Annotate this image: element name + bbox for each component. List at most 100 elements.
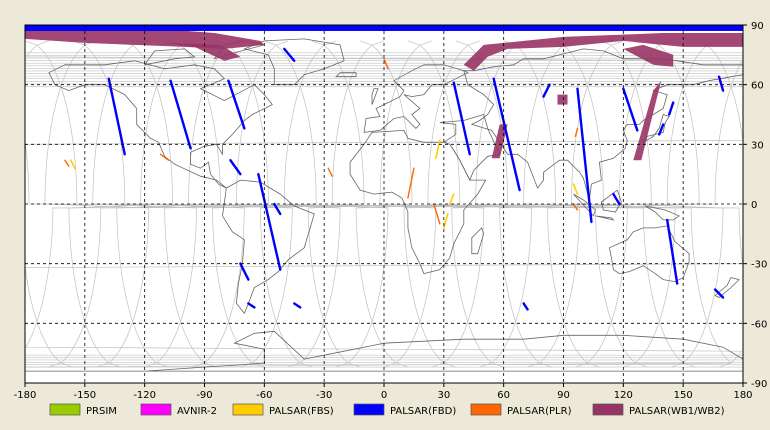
palsar-fbs-strip bbox=[70, 159, 76, 169]
legend-label-palsar_wb: PALSAR(WB1/WB2) bbox=[629, 406, 725, 417]
palsar-wb-swath bbox=[491, 124, 508, 159]
y-tick-label: -90 bbox=[751, 379, 767, 390]
coastline bbox=[349, 129, 487, 275]
orbit-track bbox=[116, 40, 221, 368]
palsar-fbd-strip bbox=[542, 83, 551, 98]
palsar-fbd-strip bbox=[452, 81, 471, 156]
legend-swatch-palsar_fbd bbox=[353, 403, 385, 416]
palsar-plr-strip bbox=[64, 159, 70, 167]
palsar-wb-swath bbox=[623, 44, 674, 67]
legend-label-prism: PRSIM bbox=[86, 406, 117, 417]
orbit-track bbox=[68, 40, 173, 368]
palsar-fbd-strip bbox=[227, 79, 246, 130]
orbit-track bbox=[25, 40, 744, 368]
palsar-fbd-strip bbox=[257, 172, 282, 271]
palsar-fbd-strip bbox=[273, 202, 282, 216]
palsar-fbd-strip bbox=[239, 262, 250, 281]
palsar-wb-swath bbox=[633, 80, 662, 161]
longitude-axis: -180 -150 -120 -90 -60 -30 0 30 60 90 120 150 180 bbox=[14, 383, 753, 401]
legend: PRSIM AVNIR-2 PALSAR(FBS) PALSAR(FBD) PALSAR… bbox=[49, 403, 725, 417]
x-tick-label: -30 bbox=[316, 390, 332, 401]
x-tick-label: 30 bbox=[437, 390, 450, 401]
coastline bbox=[642, 113, 670, 143]
orbit-track bbox=[260, 40, 365, 368]
coastline bbox=[573, 193, 596, 217]
x-tick-label: -60 bbox=[256, 390, 272, 401]
legend-label-avnir2: AVNIR-2 bbox=[177, 406, 217, 417]
palsar-fbd-strip bbox=[668, 101, 675, 116]
palsar-fbd-strip bbox=[622, 87, 639, 132]
latitude-axis: 90 60 30 0 -30 -60 -90 bbox=[743, 21, 767, 390]
coastline bbox=[714, 277, 740, 298]
palsar-plr-strip bbox=[572, 203, 579, 211]
palsar-plr-strip bbox=[383, 58, 389, 70]
palsar-fbd-strip bbox=[612, 192, 621, 206]
y-tick-label: 30 bbox=[751, 140, 764, 151]
palsar-plr-strip bbox=[574, 127, 579, 138]
legend-swatch-prism bbox=[49, 403, 81, 416]
x-tick-label: 60 bbox=[497, 390, 510, 401]
palsar-wb-swath bbox=[557, 94, 568, 105]
legend-swatch-palsar_wb bbox=[592, 403, 624, 416]
x-tick-label: 180 bbox=[733, 390, 752, 401]
legend-swatch-palsar_plr bbox=[470, 403, 502, 416]
palsar-fbs-strip bbox=[443, 213, 449, 229]
palsar-fbd-strip bbox=[576, 87, 593, 224]
x-tick-label: -90 bbox=[196, 390, 212, 401]
coastline bbox=[471, 227, 485, 255]
coastline bbox=[645, 205, 681, 221]
x-tick-label: -150 bbox=[73, 390, 96, 401]
palsar-fbd-strip bbox=[293, 302, 302, 309]
palsar-fbd-strip bbox=[658, 123, 665, 136]
coastline bbox=[143, 48, 196, 66]
coastline bbox=[243, 38, 345, 86]
coastline bbox=[48, 60, 273, 189]
palsar-fbd-strip bbox=[666, 218, 679, 285]
coastline bbox=[595, 215, 615, 221]
y-tick-label: -60 bbox=[751, 319, 767, 330]
legend-label-palsar_plr: PALSAR(PLR) bbox=[507, 406, 572, 417]
x-tick-label: 0 bbox=[381, 390, 387, 401]
y-tick-label: 0 bbox=[751, 200, 757, 211]
coastline bbox=[463, 48, 744, 201]
coastline bbox=[222, 179, 315, 315]
palsar-wb-swath bbox=[164, 42, 241, 61]
legend-swatch-palsar_fbs bbox=[232, 403, 264, 416]
legend-label-palsar_fbd: PALSAR(FBD) bbox=[390, 406, 456, 417]
palsar-plr-strips bbox=[64, 58, 579, 225]
x-tick-label: 90 bbox=[557, 390, 570, 401]
palsar-wb-swath bbox=[463, 33, 743, 71]
palsar-fbd-strip bbox=[247, 302, 256, 309]
x-tick-label: -180 bbox=[14, 390, 37, 401]
palsar-fbd-strip bbox=[107, 77, 126, 156]
palsar-plr-strip bbox=[433, 203, 441, 225]
palsar-fbd-strip bbox=[713, 288, 725, 299]
palsar-fbd-strip bbox=[492, 77, 521, 192]
coastline bbox=[371, 88, 379, 105]
palsar-fbs-strip bbox=[572, 183, 579, 195]
coastline bbox=[600, 189, 622, 213]
legend-swatch-avnir2 bbox=[140, 403, 172, 416]
palsar-fbd-strip bbox=[522, 302, 529, 311]
palsar-fbs-strip bbox=[449, 193, 455, 205]
palsar-fbd-strip bbox=[229, 159, 242, 176]
y-tick-label: 60 bbox=[751, 81, 764, 92]
palsar-fbs-strips bbox=[70, 139, 579, 229]
x-tick-label: -120 bbox=[133, 390, 156, 401]
x-tick-label: 150 bbox=[674, 390, 693, 401]
coastline bbox=[363, 64, 469, 133]
x-tick-label: 120 bbox=[614, 390, 633, 401]
orbit-track bbox=[212, 40, 317, 368]
palsar-fbd-strip bbox=[717, 75, 725, 92]
palsar-fbs-strip bbox=[435, 139, 441, 160]
palsar-plr-strip bbox=[407, 167, 415, 199]
y-tick-label: 90 bbox=[751, 21, 764, 32]
palsar-fbd-strip bbox=[283, 47, 296, 62]
legend-label-palsar_fbs: PALSAR(FBS) bbox=[269, 406, 334, 417]
palsar-plr-strip bbox=[327, 167, 333, 177]
y-tick-label: -30 bbox=[751, 260, 767, 271]
palsar-fbd-strip bbox=[169, 79, 192, 150]
orbit-track bbox=[164, 40, 269, 368]
coastline bbox=[335, 72, 357, 78]
